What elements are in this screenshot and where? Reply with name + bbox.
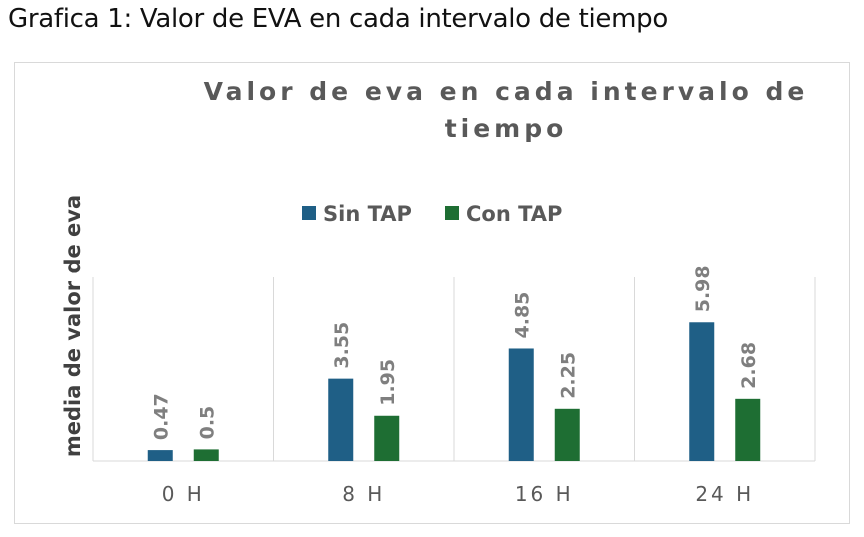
x-tick-16-h: 16 H bbox=[515, 482, 574, 506]
bar-sin-tap-8-h bbox=[328, 378, 354, 461]
data-label-con-tap-0-h: 0.5 bbox=[196, 406, 218, 440]
legend-swatch-con-tap bbox=[445, 206, 459, 220]
data-label-sin-tap-24-h: 5.98 bbox=[692, 265, 714, 312]
chart-title-line-1: Valor de eva en cada intervalo de bbox=[204, 77, 809, 106]
legend-label-con-tap: Con TAP bbox=[466, 202, 562, 226]
data-labels: 0.47 0.5 3.55 1.95 4.85 2.25 5.98 2.68 bbox=[150, 265, 760, 440]
bar-con-tap-24-h bbox=[735, 398, 761, 461]
bar-sin-tap-16-h bbox=[508, 348, 534, 461]
x-tick-8-h: 8 H bbox=[342, 482, 385, 506]
data-label-sin-tap-8-h: 3.55 bbox=[331, 322, 353, 369]
chart-title-line-2: tiempo bbox=[445, 114, 568, 143]
x-tick-labels: 0 H 8 H 16 H 24 H bbox=[162, 482, 754, 506]
category-separators bbox=[92, 277, 816, 461]
y-axis-label: media de valor de eva bbox=[61, 195, 85, 457]
x-tick-24-h: 24 H bbox=[695, 482, 754, 506]
legend: Sin TAP Con TAP bbox=[302, 202, 562, 226]
bar-sin-tap-24-h bbox=[689, 322, 715, 461]
data-label-con-tap-16-h: 2.25 bbox=[557, 352, 579, 399]
data-label-sin-tap-16-h: 4.85 bbox=[511, 292, 533, 339]
x-tick-0-h: 0 H bbox=[162, 482, 205, 506]
bars bbox=[147, 322, 761, 461]
bar-sin-tap-0-h bbox=[147, 450, 173, 461]
chart-frame bbox=[14, 62, 850, 524]
legend-label-sin-tap: Sin TAP bbox=[323, 202, 412, 226]
bar-con-tap-16-h bbox=[554, 408, 580, 461]
data-label-con-tap-8-h: 1.95 bbox=[377, 359, 399, 406]
data-label-con-tap-24-h: 2.68 bbox=[738, 342, 760, 389]
legend-swatch-sin-tap bbox=[302, 206, 316, 220]
bar-con-tap-8-h bbox=[374, 415, 400, 461]
bar-con-tap-0-h bbox=[193, 449, 219, 461]
figure-caption: Grafica 1: Valor de EVA en cada interval… bbox=[8, 4, 668, 34]
data-label-sin-tap-0-h: 0.47 bbox=[150, 393, 172, 440]
